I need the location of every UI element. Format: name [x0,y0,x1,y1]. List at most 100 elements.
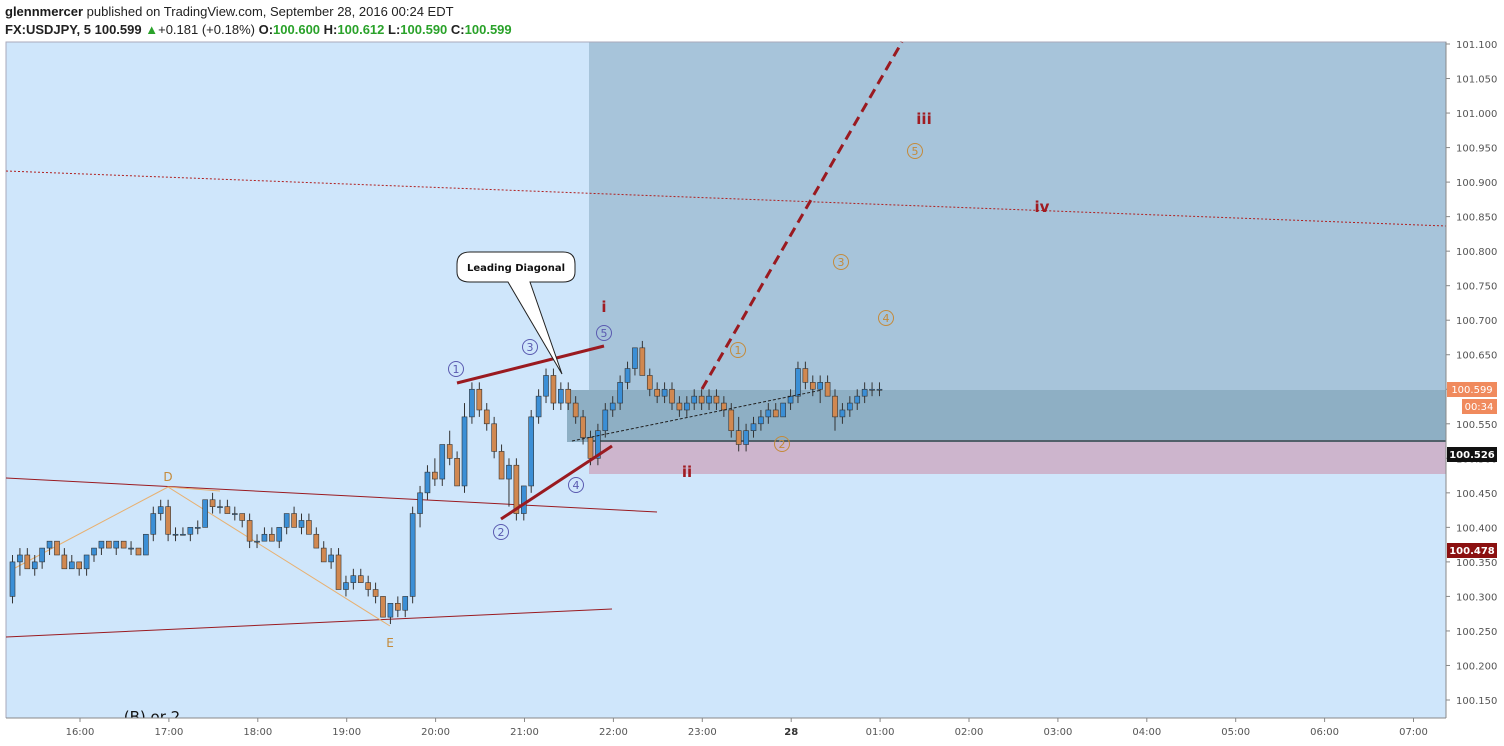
candle [721,396,727,417]
stop-zone [589,442,1446,474]
candle [54,540,60,556]
svg-text:5: 5 [601,327,608,340]
x-tick-label: 19:00 [332,727,361,738]
candle [743,423,749,452]
candle [387,603,394,625]
x-tick-label: 17:00 [154,727,183,738]
candle [320,541,327,563]
candle [254,534,260,549]
candle [654,382,660,404]
time-axis-band [0,718,1504,746]
candle [9,554,16,604]
wave-circle-label: 4 [878,310,894,326]
svg-text:4: 4 [883,312,890,325]
callout-leading-diagonal[interactable]: Leading Diagonal [456,251,576,375]
price-axis-band [1446,42,1504,718]
wave-text-label: iv [1035,198,1050,216]
y-tick-label: 100.650 [1456,351,1497,362]
close-value: 100.599 [464,22,512,37]
candle [661,382,668,404]
y-tick-label: 101.100 [1456,40,1497,51]
y-tick-label: 101.000 [1456,109,1497,120]
triangle-upper-line [5,477,658,513]
candle [861,382,868,404]
y-tick-label: 100.950 [1456,144,1497,155]
candle [395,596,401,618]
candle [39,547,45,569]
author-name[interactable]: glennmercer [5,4,84,19]
candle [46,540,53,555]
candle [150,506,157,542]
svg-text:2: 2 [498,526,505,539]
candle [269,527,275,542]
candle [669,382,675,410]
candle [91,547,97,562]
candle [128,541,134,555]
candle [609,396,616,417]
candle [424,465,431,500]
level-2-label: 100.478 [1449,546,1495,557]
candle [31,554,38,576]
symbol-label[interactable]: FX:USDJPY, 5 [5,22,91,37]
price-axis[interactable]: 100.150100.200100.250100.300100.350100.4… [1446,40,1497,707]
wave-circle-label: 3 [833,254,849,270]
x-tick-label: 18:00 [243,727,272,738]
candle [194,520,201,535]
candle [61,548,68,570]
publish-text: published on TradingView.com, September … [86,4,454,19]
x-tick-label: 07:00 [1399,727,1428,738]
level-1-label: 100.526 [1449,450,1495,461]
level-price-tag: 100.526 [1447,447,1497,462]
candle [550,368,557,410]
candle [632,347,638,376]
countdown-label: 00:34 [1465,402,1494,413]
wave-circle-label: 5 [596,325,612,341]
x-tick-label: 21:00 [510,727,539,738]
y-tick-label: 100.800 [1456,247,1497,258]
high-value: 100.612 [337,22,385,37]
candle [780,402,786,418]
x-tick-label: 06:00 [1310,727,1339,738]
wave-circle-label: 1 [448,361,464,377]
x-tick-label: 03:00 [1043,727,1072,738]
candle [802,361,809,390]
upper-trendline [5,170,1447,227]
ohlc-line: FX:USDJPY, 5 100.599 ▲+0.181 (+0.18%) O:… [5,22,512,37]
candle [713,389,720,410]
y-tick-label: 100.400 [1456,523,1497,534]
candle [639,340,646,376]
candle [832,389,838,431]
candle [706,389,712,410]
target-zone [589,42,1446,442]
candle [187,527,194,542]
price-change: +0.181 (+0.18%) [158,22,255,37]
candle [232,506,238,521]
x-tick-label: 23:00 [688,727,717,738]
candle [17,548,23,576]
candle [328,548,334,569]
x-tick-label: 16:00 [66,727,95,738]
y-tick-label: 100.700 [1456,316,1497,327]
diagonal-lower-line [500,444,613,521]
candle [684,396,690,417]
candle [224,499,231,514]
y-tick-label: 100.350 [1456,558,1497,569]
candle [143,533,149,556]
time-axis[interactable]: 16:00 17:00 18:00 19:00 20:00 21:00 22:00 23:00… [66,718,1428,738]
abc-line-d [167,486,221,492]
candle [298,513,305,535]
x-tick-label: 20:00 [421,727,450,738]
candle [839,403,846,424]
wave-circle-label: 1 [730,342,746,358]
y-tick-label: 100.900 [1456,178,1497,189]
candle [380,596,386,618]
candle [106,540,112,549]
candle [676,396,683,417]
wave-text-label: D [163,470,172,484]
last-price: 100.599 [94,22,142,37]
candle [432,458,438,486]
y-tick-label: 100.150 [1456,696,1497,707]
chart-header: glennmercer published on TradingView.com… [0,0,1504,42]
